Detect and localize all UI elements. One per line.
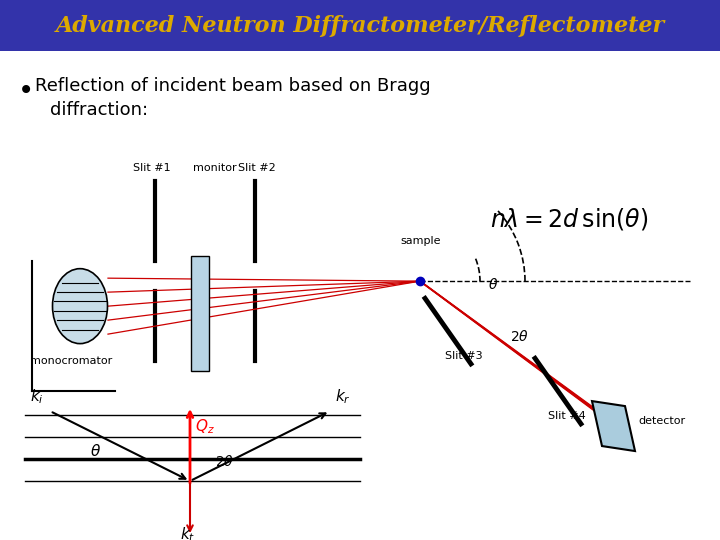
Text: Advanced Neutron Diffractometer/Reflectometer: Advanced Neutron Diffractometer/Reflecto…	[55, 15, 665, 37]
Text: Slit #3: Slit #3	[445, 351, 482, 361]
Ellipse shape	[53, 269, 107, 343]
Text: detector: detector	[638, 416, 685, 426]
Text: monocromator: monocromator	[30, 356, 112, 366]
Text: $k_t$: $k_t$	[180, 525, 195, 540]
Bar	[191, 256, 209, 371]
Text: $n\lambda = 2d\,\sin(\theta)$: $n\lambda = 2d\,\sin(\theta)$	[490, 206, 649, 232]
Text: Slit #1: Slit #1	[133, 163, 171, 173]
Text: diffraction:: diffraction:	[50, 102, 148, 119]
Text: sample: sample	[400, 236, 441, 246]
Text: Reflection of incident beam based on Bragg: Reflection of incident beam based on Bra…	[35, 77, 431, 95]
Text: $Q_z$: $Q_z$	[195, 417, 215, 436]
Text: Slit #2: Slit #2	[238, 163, 276, 173]
Text: Slit #4: Slit #4	[548, 411, 586, 421]
Polygon shape	[592, 401, 635, 451]
Text: $k_r$: $k_r$	[335, 387, 351, 406]
Text: monitor: monitor	[193, 163, 237, 173]
Text: $2\theta$: $2\theta$	[510, 329, 529, 344]
Text: $\theta$: $\theta$	[488, 277, 498, 292]
Text: •: •	[18, 79, 35, 106]
Text: $2\theta$: $2\theta$	[215, 454, 234, 469]
Text: $k_i$: $k_i$	[30, 387, 44, 406]
Text: $\theta$: $\theta$	[90, 443, 101, 459]
